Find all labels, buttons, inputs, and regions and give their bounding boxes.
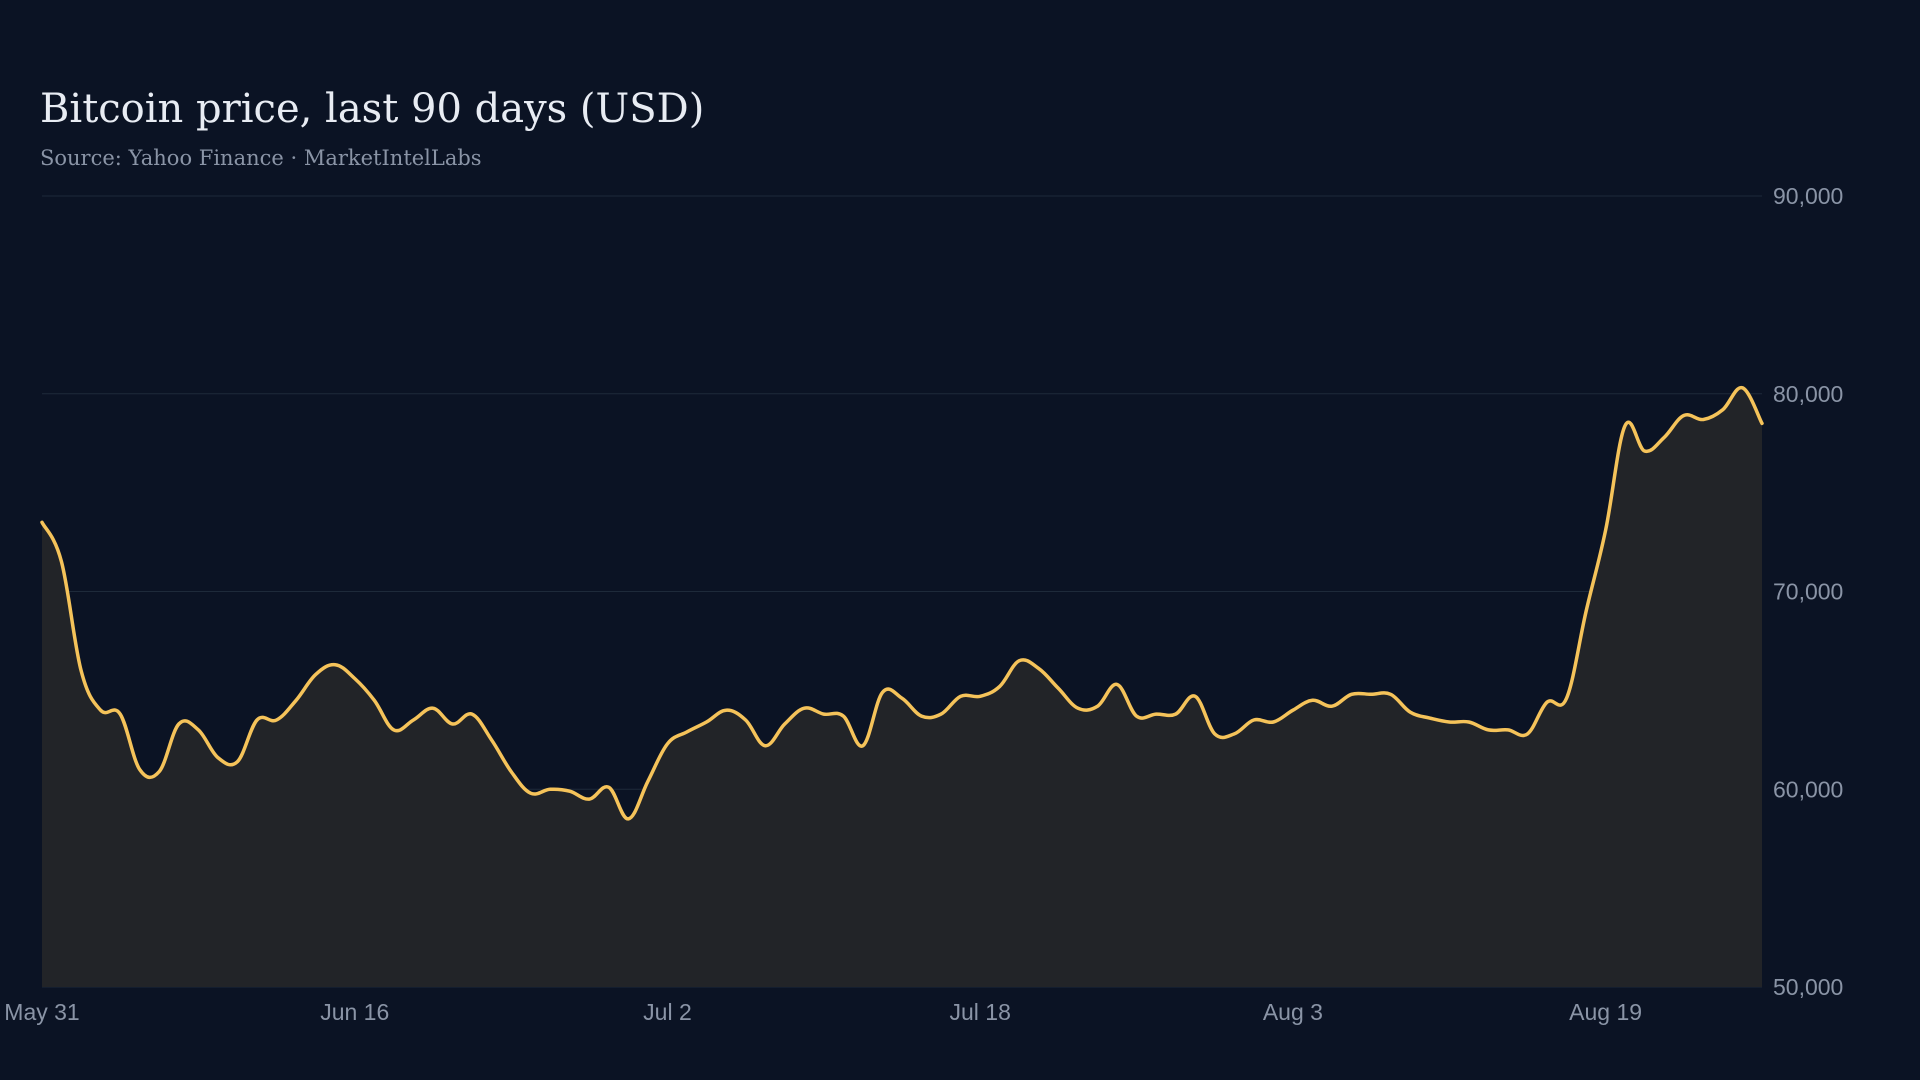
y-axis: 50,000 60,000 70,000 80,000 90,000: [1773, 183, 1843, 1000]
y-tick-label: 70,000: [1773, 579, 1843, 605]
x-tick-label: May 31: [4, 999, 79, 1025]
price-area-fill: [42, 387, 1762, 987]
chart-title: Bitcoin price, last 90 days (USD): [40, 86, 705, 132]
x-tick-label: Aug 19: [1569, 999, 1642, 1025]
x-tick-label: Jun 16: [320, 999, 389, 1025]
price-line: [40, 386, 1764, 821]
price-line-group: [40, 386, 1764, 821]
x-axis: May 31 Jun 16 Jul 2 Jul 18 Aug 3 Aug 19: [4, 999, 1642, 1025]
y-tick-label: 60,000: [1773, 776, 1843, 802]
y-tick-label: 80,000: [1773, 381, 1843, 407]
x-tick-label: Aug 3: [1263, 999, 1323, 1025]
y-tick-label: 50,000: [1773, 974, 1843, 1000]
price-area: [42, 387, 1762, 987]
x-tick-label: Jul 2: [643, 999, 692, 1025]
chart-subtitle: Source: Yahoo Finance · MarketIntelLabs: [40, 146, 482, 170]
y-tick-label: 90,000: [1773, 183, 1843, 209]
x-tick-label: Jul 18: [949, 999, 1010, 1025]
